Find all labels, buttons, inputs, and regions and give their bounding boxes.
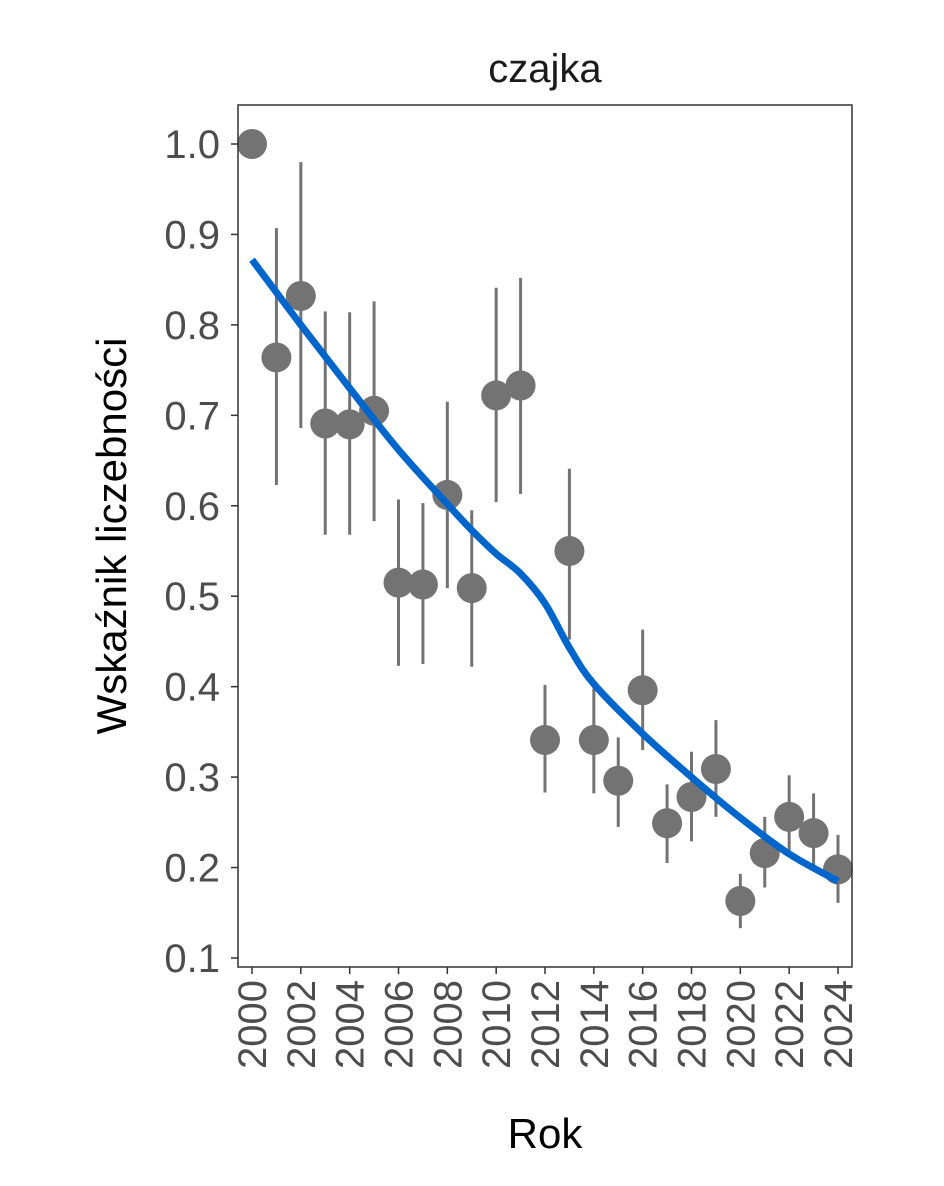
x-axis-label: Rok [508,1110,584,1157]
y-tick-label: 0.7 [164,394,220,438]
y-tick-label: 0.3 [164,756,220,800]
data-point [383,567,414,598]
x-tick-label: 2016 [622,980,666,1069]
data-point [700,753,731,784]
x-tick-label: 2024 [817,980,861,1069]
data-point [407,569,438,600]
data-point [627,675,658,706]
x-tick-label: 2004 [329,980,373,1069]
data-point [676,782,707,813]
data-point [432,479,463,510]
data-point [725,886,756,917]
data-point [554,536,585,566]
data-point [261,342,292,373]
y-tick-label: 0.2 [164,847,220,891]
y-axis-label: Wskaźnik liczebności [88,338,135,735]
trend-line [249,257,840,885]
y-tick-label: 0.4 [164,666,220,710]
data-point [334,409,365,440]
data-point [652,808,683,839]
data-point [505,370,536,401]
data-point [456,573,487,604]
data-point [798,818,829,849]
x-tick-label: 2018 [671,980,715,1069]
x-tick-label: 2020 [719,980,763,1069]
x-tick-label: 2010 [475,980,519,1069]
data-point [774,801,805,832]
data-point [481,380,512,411]
data-point [359,395,390,426]
y-tick-label: 0.6 [164,485,220,529]
data-point [530,725,560,756]
chart-title: czajka [488,47,602,91]
data-point [285,280,316,311]
x-tick-label: 2014 [573,980,617,1069]
x-tick-label: 2006 [378,980,422,1069]
y-tick-label: 0.1 [164,937,220,981]
data-point [578,725,609,756]
y-tick-label: 0.5 [164,575,220,619]
x-tick-label: 2002 [280,980,324,1069]
data-point [603,765,634,796]
data-point [237,129,267,159]
y-tick-label: 0.9 [164,213,220,257]
x-tick-label: 2000 [231,980,275,1069]
plot-panel-border [237,104,853,968]
y-tick-label: 1.0 [164,123,220,167]
x-tick-label: 2012 [524,980,568,1069]
x-tick-label: 2008 [426,980,470,1069]
y-tick-label: 0.8 [164,304,220,348]
x-tick-label: 2022 [768,980,812,1069]
data-point [310,408,341,439]
